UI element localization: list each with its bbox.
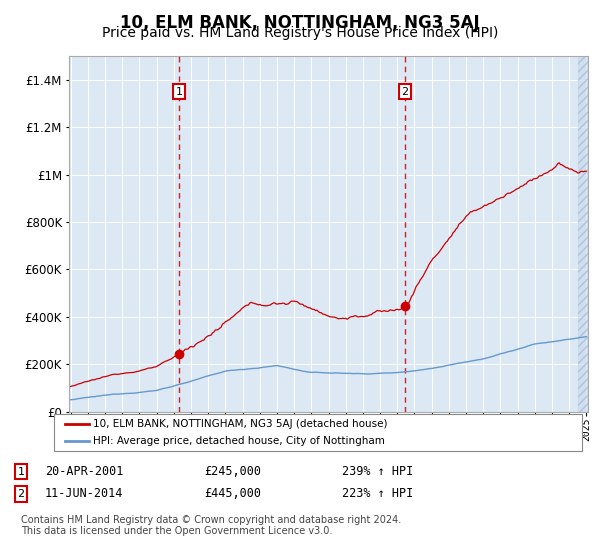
Text: 20-APR-2001: 20-APR-2001 (45, 465, 124, 478)
Bar (578, 56, 590, 412)
Text: Contains HM Land Registry data © Crown copyright and database right 2024.: Contains HM Land Registry data © Crown c… (21, 515, 401, 525)
Text: 10, ELM BANK, NOTTINGHAM, NG3 5AJ (detached house): 10, ELM BANK, NOTTINGHAM, NG3 5AJ (detac… (93, 419, 388, 429)
Text: 2: 2 (17, 489, 25, 499)
Text: HPI: Average price, detached house, City of Nottingham: HPI: Average price, detached house, City… (93, 436, 385, 446)
Text: 239% ↑ HPI: 239% ↑ HPI (342, 465, 413, 478)
Text: 10, ELM BANK, NOTTINGHAM, NG3 5AJ: 10, ELM BANK, NOTTINGHAM, NG3 5AJ (120, 14, 480, 32)
Text: £445,000: £445,000 (204, 487, 261, 501)
Text: 1: 1 (17, 466, 25, 477)
Text: 2: 2 (401, 87, 409, 96)
Bar (578, 56, 590, 412)
Text: 11-JUN-2014: 11-JUN-2014 (45, 487, 124, 501)
Text: 223% ↑ HPI: 223% ↑ HPI (342, 487, 413, 501)
Text: This data is licensed under the Open Government Licence v3.0.: This data is licensed under the Open Gov… (21, 526, 332, 536)
Text: £245,000: £245,000 (204, 465, 261, 478)
Text: Price paid vs. HM Land Registry's House Price Index (HPI): Price paid vs. HM Land Registry's House … (102, 26, 498, 40)
Text: 1: 1 (175, 87, 182, 96)
